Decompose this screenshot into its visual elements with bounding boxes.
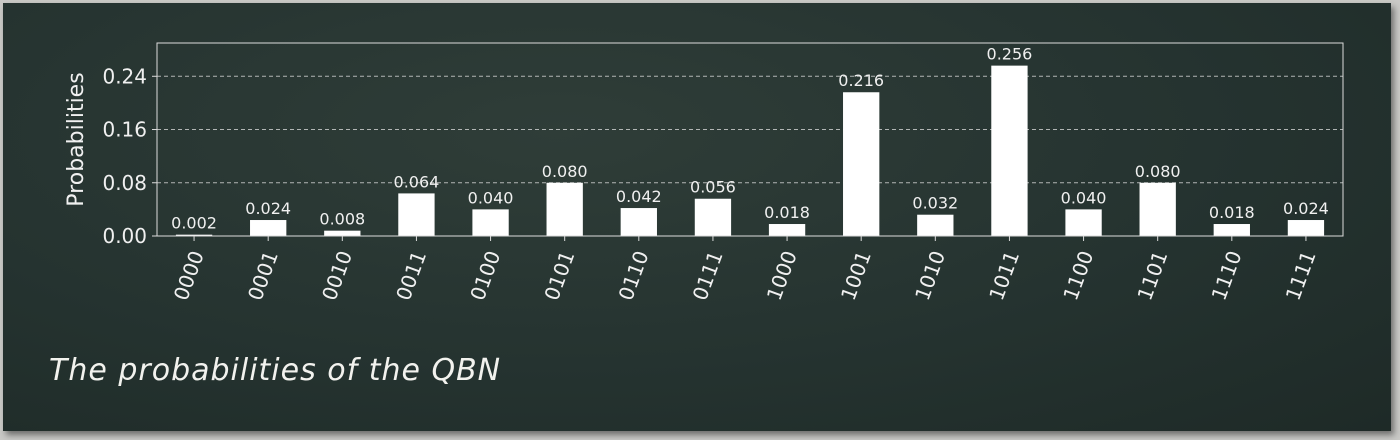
x-tick-label: 1101 [1132,248,1172,304]
bar-value-label: 0.064 [394,172,440,191]
bar-value-label: 0.024 [1283,199,1329,218]
bar [324,230,361,236]
bar-value-label: 0.040 [468,188,514,207]
y-tick-label: 0.00 [102,224,147,248]
bar [175,234,213,236]
x-tick-label: 0101 [539,248,579,304]
y-axis-label: Probabilities [64,72,89,206]
x-tick-label: 1011 [984,248,1024,304]
y-tick-label: 0.24 [102,64,147,88]
x-tick-label: 1000 [762,248,802,304]
x-tick-label: 0000 [169,248,209,304]
bar [1139,182,1176,236]
x-tick-label: 0111 [688,248,728,304]
bar [398,193,435,236]
bar [843,92,880,236]
bar-value-label: 0.018 [1209,203,1255,222]
bar-value-label: 0.024 [245,199,291,218]
chalkboard-background: 0.002 0.024 0.008 0.064 0.040 0.080 0.042 0.056… [3,3,1391,431]
bar [546,182,583,236]
x-tick-label: 1001 [836,248,876,304]
bar-value-label: 0.256 [987,45,1033,64]
bar [1065,209,1102,236]
bar [472,209,509,236]
x-axis-ticks: 0000 0001 0010 0011 0100 0101 0110 0111 1000 1001… [169,236,1321,304]
x-tick-label: 0001 [243,248,283,304]
bar [1213,224,1250,236]
bar-value-label: 0.080 [1135,162,1181,181]
y-axis-ticks: 0.00 0.08 0.16 0.24 [102,64,157,248]
bar [1287,220,1325,236]
x-tick-label: 0100 [465,248,505,304]
y-tick-label: 0.08 [102,171,147,195]
probability-bar-chart: 0.002 0.024 0.008 0.064 0.040 0.080 0.042 0.056… [64,42,1344,304]
x-tick-label: 1010 [910,248,950,304]
chart-caption: The probabilities of the QBN [49,353,502,388]
bar-value-label: 0.080 [542,162,588,181]
bar [694,198,732,236]
x-tick-label: 1100 [1058,248,1098,304]
bar-value-label: 0.018 [764,203,810,222]
bar [250,220,287,236]
y-tick-label: 0.16 [102,118,147,142]
bar-value-label: 0.216 [838,71,884,90]
x-tick-label: 0110 [614,248,654,304]
x-tick-label: 0011 [391,248,431,304]
bars [175,65,1325,236]
bar-value-label: 0.042 [616,187,662,206]
bar-value-label: 0.032 [912,194,958,213]
plot-frame [156,42,1344,237]
x-tick-label: 1111 [1281,248,1321,304]
bar-value-label: 0.008 [319,210,365,229]
bar [620,208,657,236]
bar [991,65,1028,236]
bar [768,224,806,236]
bar-value-label: 0.002 [171,214,217,233]
bar-value-label: 0.040 [1061,188,1107,207]
x-tick-label: 0010 [317,248,357,304]
x-tick-label: 1110 [1207,248,1247,304]
bar [917,214,954,236]
bar-value-label: 0.056 [690,178,736,197]
bar-value-labels: 0.002 0.024 0.008 0.064 0.040 0.080 0.042 0.056… [171,45,1329,233]
